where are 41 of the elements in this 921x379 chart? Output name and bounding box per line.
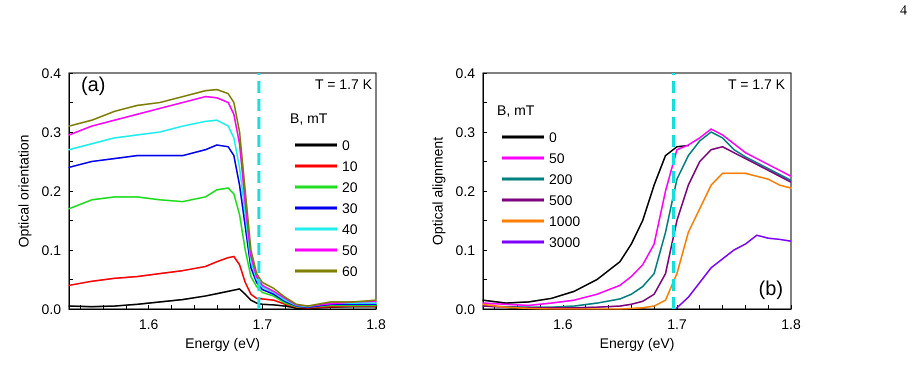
y-tick-label: 0.1 <box>456 242 476 258</box>
legend-title: B, mT <box>290 110 328 126</box>
annotation: (a) <box>81 74 106 96</box>
legend-label: 0 <box>549 129 557 145</box>
legend-label: 40 <box>342 221 358 237</box>
x-axis-title: Energy (eV) <box>185 334 260 351</box>
line-series <box>676 234 792 309</box>
annotation: (b) <box>758 278 783 300</box>
x-tick-label: 1.7 <box>252 316 272 332</box>
x-tick-label: 1.6 <box>553 316 573 332</box>
legend-label: 50 <box>549 150 565 166</box>
annotation: T = 1.7 K <box>728 76 786 92</box>
y-tick-label: 0.3 <box>42 124 62 140</box>
legend-label: 0 <box>342 137 350 153</box>
y-tick-label: 0.4 <box>456 65 476 81</box>
y-tick-label: 0.2 <box>42 183 62 199</box>
text: 4 <box>900 4 907 18</box>
y-tick-label: 0.2 <box>456 183 476 199</box>
y-tick-label: 0.0 <box>42 301 62 317</box>
y-tick-label: 0.3 <box>456 124 476 140</box>
legend-label: 20 <box>342 179 358 195</box>
legend-label: 30 <box>342 200 358 216</box>
legend-label: 3000 <box>549 234 580 250</box>
y-tick-label: 0.0 <box>456 301 476 317</box>
y-axis-title: Optical orientation <box>16 134 32 248</box>
x-tick-label: 1.7 <box>667 316 687 332</box>
legend-label: 500 <box>549 192 573 208</box>
y-tick-label: 0.1 <box>42 242 62 258</box>
annotation: T = 1.7 K <box>315 76 373 92</box>
x-axis-title: Energy (eV) <box>600 334 674 351</box>
x-tick-label: 1.6 <box>138 316 159 332</box>
x-tick-label: 1.8 <box>366 316 386 332</box>
legend-label: 1000 <box>549 213 580 229</box>
legend-label: 60 <box>342 263 358 279</box>
legend-label: 10 <box>342 158 358 174</box>
x-tick-label: 1.8 <box>781 316 801 332</box>
y-tick-label: 0.4 <box>42 65 62 81</box>
legend-title: B, mT <box>497 102 535 118</box>
legend-label: 200 <box>549 171 573 187</box>
y-axis-title: Optical alignment <box>430 136 446 246</box>
legend-label: 50 <box>342 242 358 258</box>
